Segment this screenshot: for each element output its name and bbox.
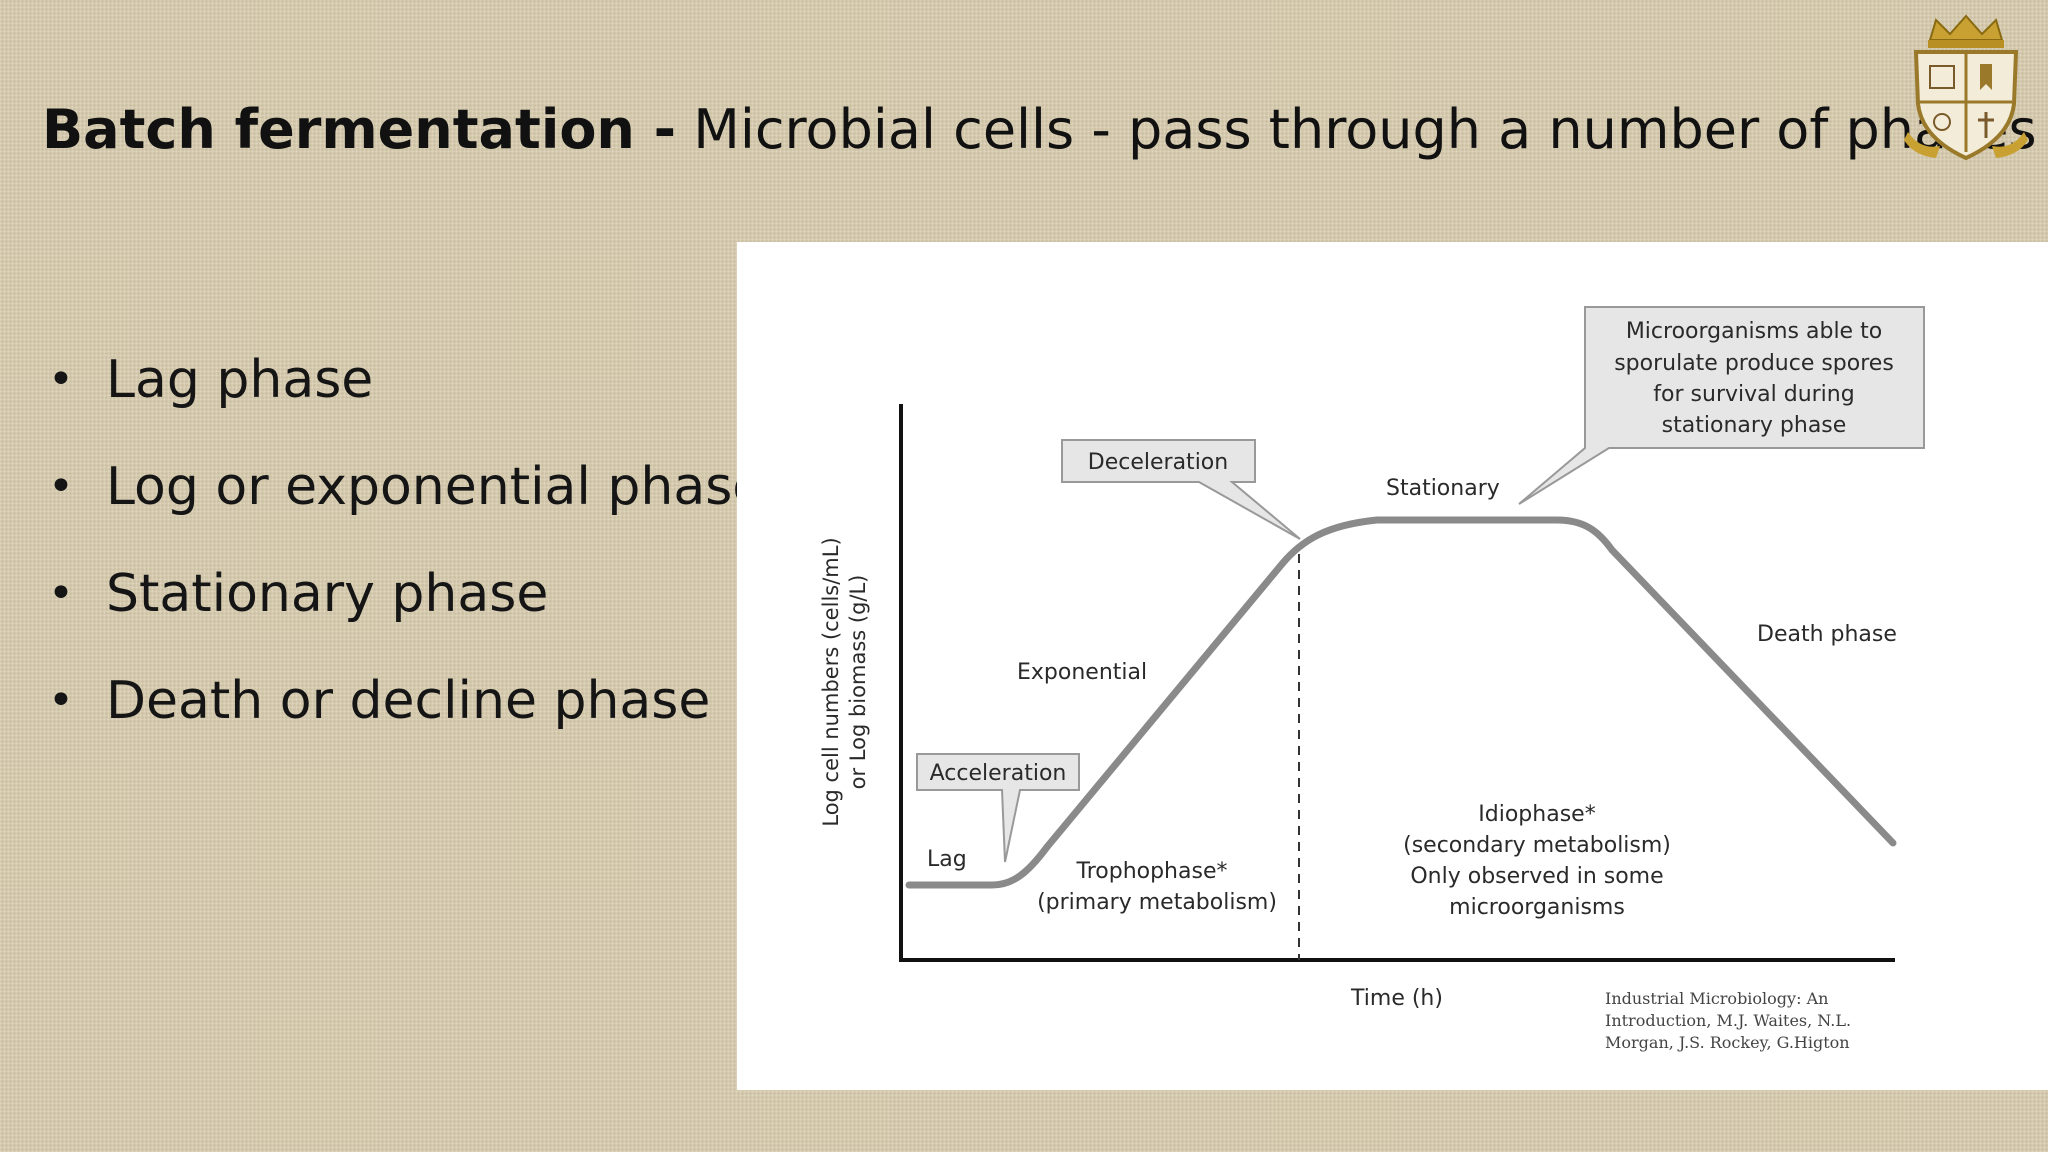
idiophase-sublabel: (secondary metabolism) [1403, 833, 1671, 858]
x-axis-label: Time (h) [1350, 986, 1443, 1011]
lag-label: Lag [927, 847, 967, 872]
idiophase-note-line2: microorganisms [1449, 895, 1625, 920]
sporulate-text-line1: Microorganisms able to [1626, 319, 1882, 344]
sporulate-callout: Microorganisms able to sporulate produce… [1518, 306, 1925, 505]
y-axis-label-line2: or Log biomass (g/L) [846, 575, 870, 790]
acceleration-text: Acceleration [930, 761, 1067, 786]
bullet-list: • Lag phase • Log or exponential phase • St… [48, 345, 764, 773]
idiophase-label: Idiophase* [1478, 802, 1595, 827]
title-bold: Batch fermentation - [42, 98, 677, 161]
trophophase-sublabel: (primary metabolism) [1037, 890, 1277, 915]
citation: Industrial Microbiology: An Introduction… [1605, 989, 1852, 1052]
list-item: • Death or decline phase [48, 671, 711, 731]
growth-curve-figure: Log cell numbers (cells/mL) or Log bioma… [737, 242, 2048, 1090]
growth-curve [905, 516, 1897, 889]
exponential-label: Exponential [1017, 660, 1147, 685]
title-rest: Microbial cells - pass through a number … [693, 98, 2037, 161]
slide-title: Batch fermentation - Microbial cells - p… [42, 98, 2037, 161]
list-item: • Lag phase [48, 350, 374, 410]
crest-logo-icon [1904, 14, 2028, 161]
sporulate-text-line2: sporulate produce spores [1614, 351, 1894, 376]
list-item: • Log or exponential phase [48, 457, 765, 517]
idiophase-note-line1: Only observed in some [1410, 864, 1663, 889]
y-axis-label-line1: Log cell numbers (cells/mL) [819, 537, 843, 826]
deceleration-callout: Deceleration [1061, 439, 1301, 540]
stationary-label: Stationary [1386, 476, 1500, 501]
deceleration-text: Deceleration [1088, 450, 1228, 475]
sporulate-text-line3: for survival during [1653, 382, 1854, 407]
acceleration-callout: Acceleration [916, 753, 1080, 863]
trophophase-label: Trophophase* [1076, 859, 1228, 884]
sporulate-text-line4: stationary phase [1662, 413, 1847, 438]
list-item: • Stationary phase [48, 564, 549, 624]
growth-curve-diagram: Log cell numbers (cells/mL) or Log bioma… [819, 306, 1925, 1011]
death-label: Death phase [1757, 622, 1897, 647]
